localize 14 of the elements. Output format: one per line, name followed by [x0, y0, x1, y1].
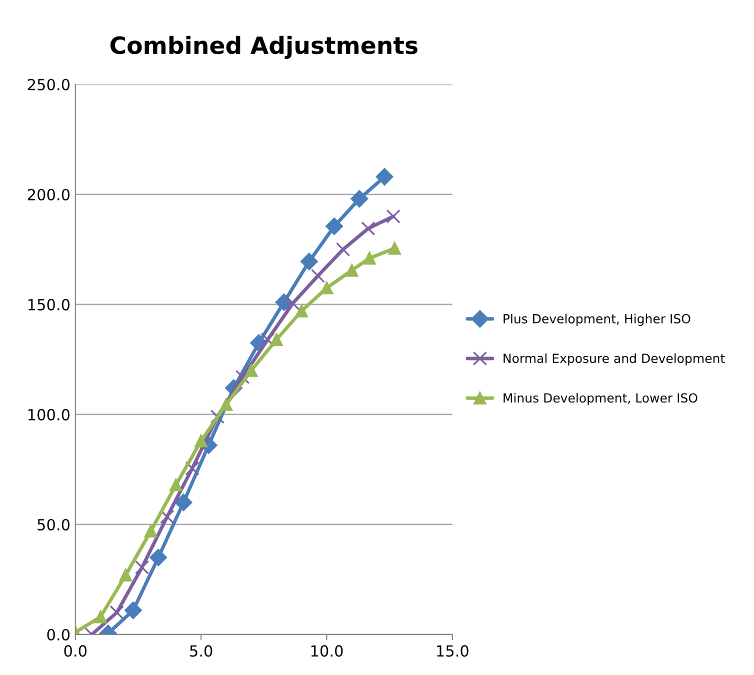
legend-label: Normal Exposure and Development	[504, 353, 725, 366]
y-tick-label: 150.0	[28, 298, 70, 310]
x-tick-label: 10.0	[311, 645, 343, 657]
y-tick-label: 0.0	[47, 628, 70, 641]
chart-title: Combined Adjustments	[110, 36, 418, 59]
y-tick-label: 250.0	[28, 78, 70, 90]
y-tick-label: 100.0	[28, 408, 70, 420]
legend-label: Plus Development, Higher ISO	[504, 314, 690, 326]
y-tick-label: 200.0	[28, 188, 70, 200]
y-tick-label: 50.0	[38, 518, 70, 530]
x-tick-label: 0.0	[64, 645, 87, 657]
legend-label: Minus Development, Lower ISO	[504, 392, 698, 406]
x-tick-label: 5.0	[190, 645, 212, 657]
x-tick-label: 15.0	[437, 645, 468, 657]
